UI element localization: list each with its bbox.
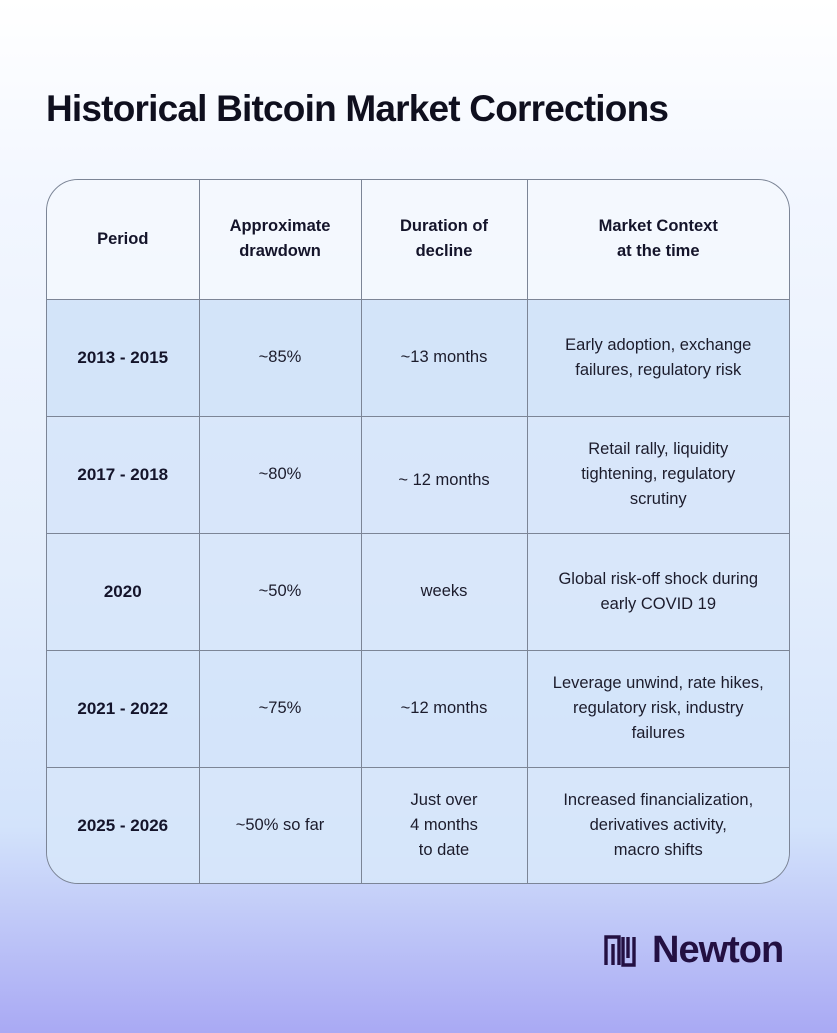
table-header-row: Period Approximate drawdown Duration of … <box>47 180 789 300</box>
drawdown-cell: ~85% <box>199 299 362 417</box>
period-cell: 2017 - 2018 <box>47 416 200 534</box>
context-cell: Leverage unwind, rate hikes, regulatory … <box>527 650 789 768</box>
brand-logo: Newton <box>604 929 784 972</box>
drawdown-cell: ~75% <box>199 650 362 768</box>
table-row: 2025 - 2026 ~50% so far Just over 4 mont… <box>47 767 789 883</box>
table-row: 2021 - 2022 ~75% ~12 months Leverage unw… <box>47 650 789 768</box>
header-period: Period <box>47 180 200 300</box>
drawdown-cell: ~50% so far <box>199 767 362 883</box>
drawdown-cell: ~50% <box>199 533 362 651</box>
period-cell: 2013 - 2015 <box>47 299 200 417</box>
period-cell: 2021 - 2022 <box>47 650 200 768</box>
context-cell: Global risk-off shock during early COVID… <box>527 533 789 651</box>
newton-logo-icon <box>604 934 636 967</box>
corrections-table: Period Approximate drawdown Duration of … <box>46 179 790 884</box>
table-row: 2020 ~50% weeks Global risk-off shock du… <box>47 533 789 651</box>
header-drawdown: Approximate drawdown <box>199 180 362 300</box>
period-cell: 2025 - 2026 <box>47 767 200 883</box>
brand-name: Newton <box>652 929 784 971</box>
period-cell: 2020 <box>47 533 200 651</box>
duration-cell: weeks <box>361 533 528 651</box>
duration-cell: Just over 4 months to date <box>361 767 528 883</box>
table-row: 2013 - 2015 ~85% ~13 months Early adopti… <box>47 299 789 417</box>
table-row: 2017 - 2018 ~80% ~ 12 months Retail rall… <box>47 416 789 534</box>
header-duration: Duration of decline <box>361 180 528 300</box>
header-context: Market Context at the time <box>527 180 789 300</box>
page-title: Historical Bitcoin Market Corrections <box>46 88 669 129</box>
context-cell: Increased financialization, derivatives … <box>563 791 754 860</box>
context-cell: Early adoption, exchange failures, regul… <box>527 299 789 417</box>
context-cell: Retail rally, liquidity tightening, regu… <box>527 416 789 534</box>
duration-cell: ~ 12 months <box>361 416 528 534</box>
duration-cell: ~13 months <box>361 299 528 417</box>
drawdown-cell: ~80% <box>199 416 362 534</box>
duration-cell: ~12 months <box>361 650 528 768</box>
